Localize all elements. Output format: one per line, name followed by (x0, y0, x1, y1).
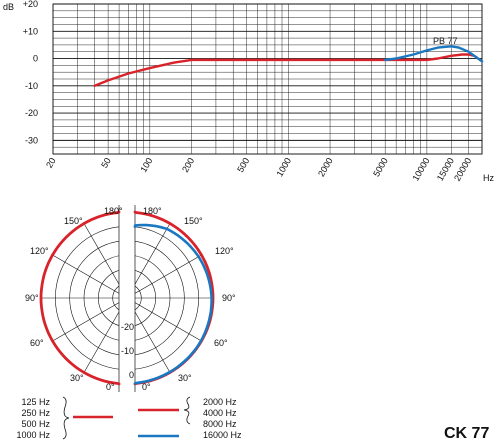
polar-spoke (126, 297, 202, 342)
polar-angle-label-left: 30° (70, 373, 84, 383)
legend-freq-500: 500 Hz (21, 419, 50, 429)
plot-frame (52, 3, 483, 155)
polar-radial-label: -20 (121, 322, 134, 332)
response-curve-red (93, 53, 484, 88)
polar-angle-label-left: 120° (30, 246, 49, 256)
y-unit-label: dB (3, 2, 14, 12)
x-tick-label: 50 (99, 156, 113, 170)
polar-spoke (52, 297, 128, 342)
polar-curves (39, 210, 215, 386)
x-tick-label: 20000 (452, 156, 473, 183)
polar-angle-label-left: 60° (30, 338, 44, 348)
model-name: CK 77 (444, 425, 489, 442)
pb77-annotation: PB 77 (433, 36, 458, 46)
polar-pattern-chart: 180° 150° 120° 90° 60° 30° 0° 180° 150° 120° 90° 60… (25, 204, 236, 394)
y-tick-label: +20 (23, 0, 38, 9)
legend-freq-16000: 16000 Hz (203, 430, 242, 440)
polar-curve-low-freq (39, 210, 121, 386)
legend-freq-4000: 4000 Hz (203, 408, 237, 418)
legend-freq-8000: 8000 Hz (203, 419, 237, 429)
frequency-response-grid: +20 +10 0 -10 -20 -30 20 50 100 200 500 1000 2000 500… (23, 0, 483, 183)
polar-angle-label-right: 150° (184, 216, 203, 226)
x-tick-label: 100 (138, 156, 154, 174)
polar-angle-label-left: 180° (104, 206, 123, 216)
x-tick-label: 1000 (274, 156, 293, 178)
polar-split-strip (119, 204, 135, 394)
polar-angle-label-right: 120° (215, 246, 234, 256)
polar-labels: 180° 150° 120° 90° 60° 30° 0° 180° 150° 120° 90° 60… (25, 206, 236, 392)
polar-angle-label-right: 0° (142, 382, 151, 392)
polar-angle-label-right: 180° (143, 206, 162, 216)
frequency-response-labels: dB Hz PB 77 (3, 2, 494, 183)
polar-angle-label-left: 150° (64, 216, 83, 226)
polar-angle-label-left: 0° (106, 382, 115, 392)
x-unit-label: Hz (483, 173, 494, 183)
x-tick-label: 200 (180, 156, 196, 174)
polar-curve-16k (133, 223, 213, 385)
polar-angle-label-left: 90° (25, 293, 39, 303)
polar-angle-label-right: 60° (214, 338, 228, 348)
legend-freq-2000: 2000 Hz (203, 397, 237, 407)
x-tick-label: 500 (235, 156, 251, 174)
legend-group-low: 125 Hz 250 Hz 500 Hz 1000 Hz (16, 396, 113, 440)
x-tick-label: 2000 (316, 156, 335, 178)
legend: 125 Hz 250 Hz 500 Hz 1000 Hz 2000 Hz 400… (16, 396, 242, 440)
legend-freq-1000: 1000 Hz (16, 430, 50, 440)
legend-freq-250: 250 Hz (21, 408, 50, 418)
polar-angle-label-right: 90° (222, 293, 236, 303)
legend-brace-left (62, 396, 70, 440)
x-tick-label: 20 (44, 156, 58, 170)
y-tick-label: 0 (33, 54, 38, 64)
legend-group-high: 2000 Hz 4000 Hz 8000 Hz 16000 Hz (138, 396, 242, 440)
x-tick-label: 10000 (410, 156, 431, 183)
y-tick-label: -10 (25, 81, 38, 91)
response-curve-pb77 (384, 45, 484, 63)
y-tick-label: -20 (25, 108, 38, 118)
polar-radial-label: -10 (121, 346, 134, 356)
frequency-response-chart: +20 +10 0 -10 -20 -30 20 50 100 200 500 1000 2000 500… (3, 0, 494, 183)
polar-spoke (52, 254, 128, 299)
y-tick-label: -30 (25, 135, 38, 145)
polar-radial-label: 0 (129, 370, 134, 380)
legend-brace-right (183, 396, 191, 425)
polar-spoke (126, 254, 202, 299)
legend-freq-125: 125 Hz (21, 397, 50, 407)
polar-grid (40, 204, 214, 394)
frequency-response-curves (93, 45, 484, 88)
x-tick-label: 5000 (371, 156, 390, 178)
y-tick-label: +10 (23, 26, 38, 36)
polar-angle-label-right: 30° (178, 373, 192, 383)
